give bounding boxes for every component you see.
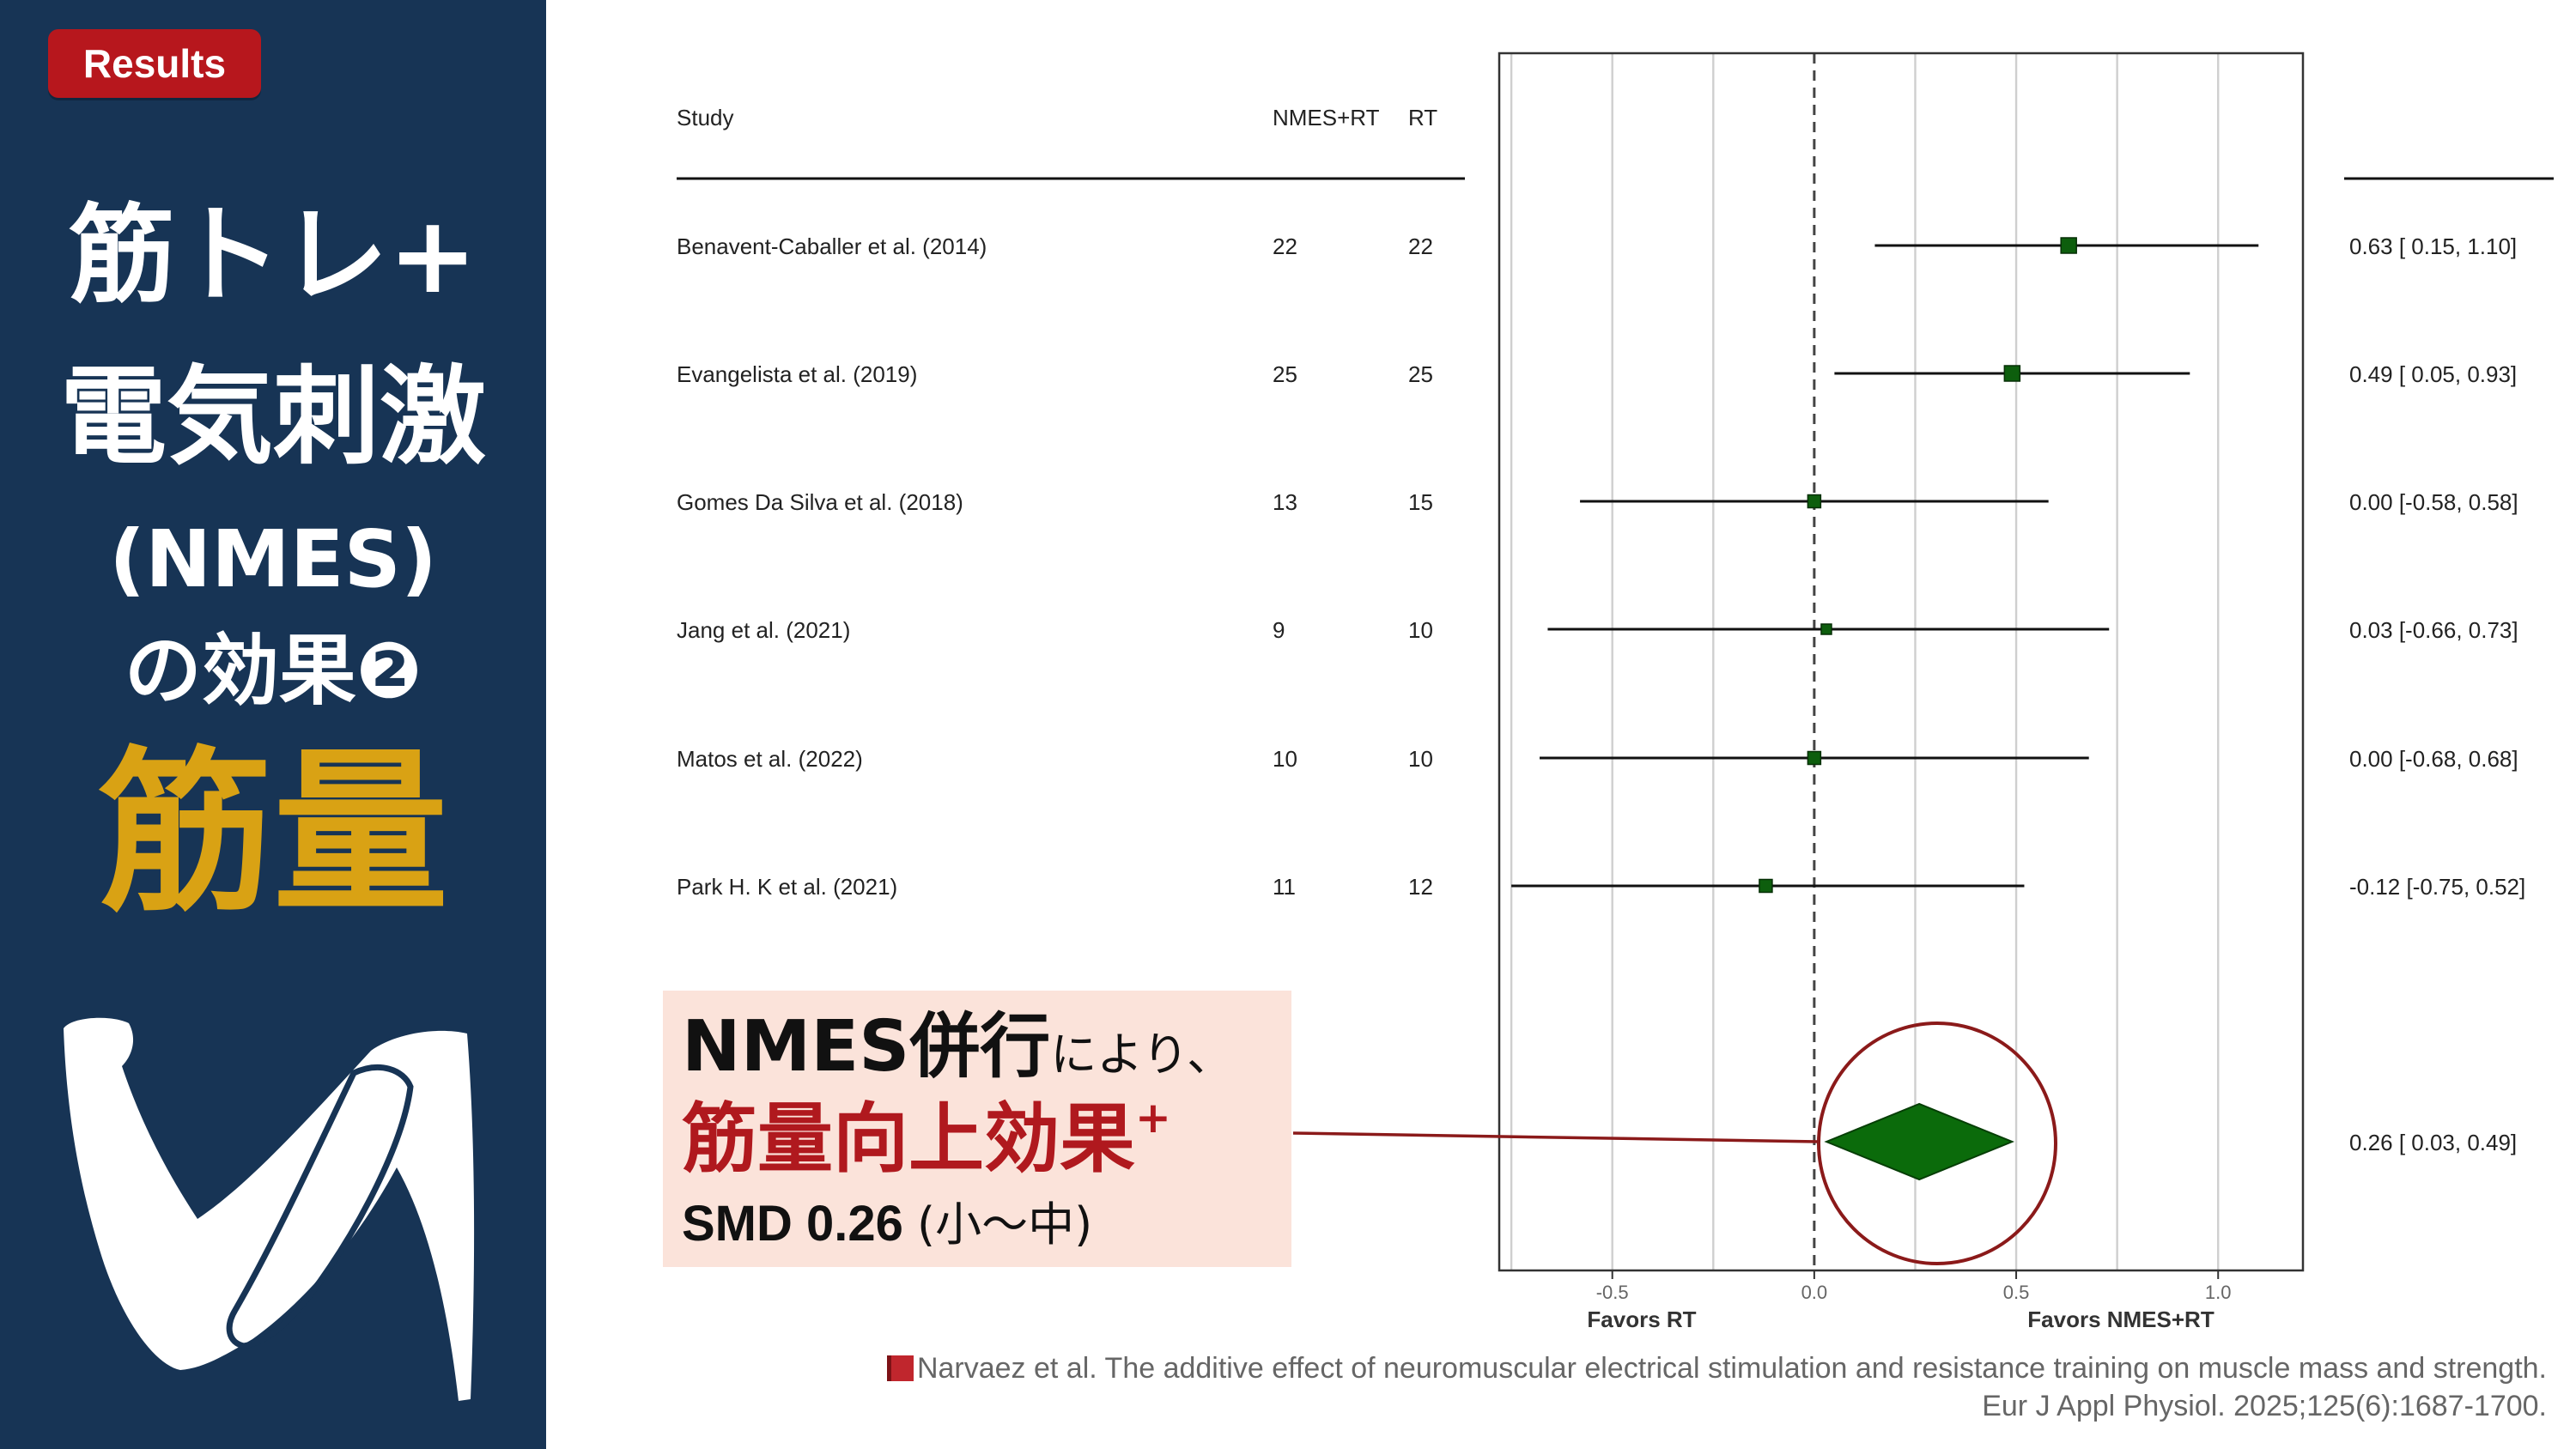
rt-n: 12 [1408, 874, 1433, 900]
study-row: Gomes Da Silva et al. (2018) 13 15 0.00 [-0… [677, 489, 2518, 515]
effect-marker [2060, 237, 2077, 254]
rt-n: 15 [1408, 489, 1433, 515]
callout-line-2: 筋量向上効果+ [682, 1093, 1171, 1183]
study-name: Benavent-Caballer et al. (2014) [677, 233, 987, 259]
study-name: Matos et al. (2022) [677, 746, 863, 772]
highlight-circle [1817, 1022, 2057, 1265]
title-muscle-mass: 筋量 [98, 732, 448, 936]
title-line-3: (NMES) [109, 513, 437, 605]
nmes-n: 11 [1273, 874, 1296, 900]
study-row: Jang et al. (2021) 9 10 0.03 [-0.66, 0.73] [677, 617, 2518, 643]
citation-line-1: Narvaez et al. The additive effect of ne… [886, 1349, 2547, 1387]
callout-connector [1292, 1131, 1820, 1143]
effect-label: 0.00 [-0.68, 0.68] [2349, 746, 2518, 772]
effect-marker [1807, 750, 1822, 766]
tick-label: 0.0 [1801, 1282, 1828, 1303]
title-line-2: 電気刺激 [59, 355, 486, 479]
plot-frame [1498, 52, 2305, 1272]
effect-marker [1820, 623, 1832, 635]
callout-line-1: NMES併行により、 [682, 1006, 1234, 1088]
nmes-n: 22 [1273, 233, 1297, 259]
effect-label: 0.49 [ 0.05, 0.93] [2349, 361, 2517, 387]
summary-label: 0.26 [ 0.03, 0.49] [2349, 1130, 2517, 1155]
title-line-1: 筋トレ+ [69, 194, 477, 318]
study-name: Park H. K et al. (2021) [677, 874, 897, 900]
study-name: Jang et al. (2021) [677, 617, 850, 643]
tick-label: -0.5 [1596, 1282, 1629, 1303]
effect-label: 0.00 [-0.58, 0.58] [2349, 489, 2518, 515]
effect-marker [2003, 365, 2021, 382]
rt-n: 22 [1408, 233, 1433, 259]
nmes-n: 13 [1273, 489, 1297, 515]
study-row: Evangelista et al. (2019) 25 25 0.49 [ 0.05… [677, 361, 2517, 387]
header-nmes-rt: NMES+RT [1273, 105, 1380, 130]
tick-label: 1.0 [2205, 1282, 2232, 1303]
effect-marker [1759, 878, 1773, 894]
study-row: Park H. K et al. (2021) 11 12 -0.12 [-0.75,… [677, 874, 2525, 900]
effect-label: 0.63 [ 0.15, 1.10] [2349, 233, 2517, 259]
study-row: Matos et al. (2022) 10 10 0.00 [-0.68, 0.68… [677, 746, 2518, 772]
study-name: Evangelista et al. (2019) [677, 361, 917, 387]
xlabel-favors-rt: Favors RT [1587, 1307, 1696, 1332]
flexed-arm-icon [64, 1017, 475, 1401]
rt-n: 25 [1408, 361, 1433, 387]
study-name: Gomes Da Silva et al. (2018) [677, 489, 963, 515]
rt-n: 10 [1408, 617, 1433, 643]
nmes-n: 10 [1273, 746, 1297, 772]
nmes-n: 9 [1273, 617, 1285, 643]
book-icon [886, 1355, 914, 1381]
conclusion-callout: NMES併行により、 筋量向上効果+ SMD 0.26 (小〜中) [663, 991, 1291, 1267]
effect-marker [1807, 494, 1822, 509]
results-badge: Results [48, 29, 261, 98]
rt-n: 10 [1408, 746, 1433, 772]
sidebar: Results 筋トレ+ 電気刺激 (NMES) の効果❷ 筋量 [0, 0, 546, 1449]
title-line-4: の効果❷ [124, 626, 422, 716]
xlabel-favors-nmes-rt: Favors NMES+RT [2027, 1307, 2215, 1332]
summary-diamond [1824, 1102, 2015, 1181]
nmes-n: 25 [1273, 361, 1297, 387]
header-rt: RT [1408, 105, 1437, 130]
study-row: Benavent-Caballer et al. (2014) 22 22 0.63 … [677, 233, 2517, 259]
header-study: Study [677, 105, 734, 130]
effect-label: 0.03 [-0.66, 0.73] [2349, 617, 2518, 643]
citation: Narvaez et al. The additive effect of ne… [886, 1349, 2547, 1425]
tick-label: 0.5 [2003, 1282, 2030, 1303]
callout-line-3: SMD 0.26 (小〜中) [682, 1196, 1093, 1252]
citation-line-2: Eur J Appl Physiol. 2025;125(6):1687-170… [1982, 1390, 2547, 1422]
effect-label: -0.12 [-0.75, 0.52] [2349, 874, 2525, 900]
